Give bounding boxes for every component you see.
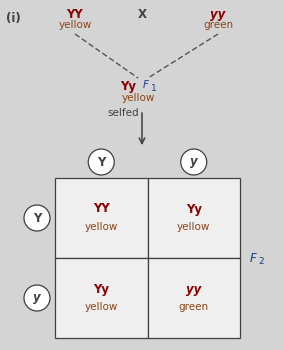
Text: Yy: Yy [186, 203, 202, 216]
Text: yellow: yellow [85, 222, 118, 232]
Text: 1: 1 [151, 84, 157, 93]
Text: 2: 2 [258, 258, 264, 266]
Text: Yy: Yy [93, 282, 109, 295]
Text: yellow: yellow [121, 93, 155, 103]
Text: yellow: yellow [85, 302, 118, 312]
Text: (i): (i) [6, 12, 21, 25]
Bar [147, 178, 240, 258]
Text: yellow: yellow [177, 222, 210, 232]
Text: y: y [190, 155, 198, 168]
Ellipse shape [88, 149, 114, 175]
Text: yy: yy [186, 282, 201, 295]
Text: Y: Y [33, 211, 41, 224]
Text: F: F [250, 252, 257, 265]
Bar [55, 178, 147, 258]
Ellipse shape [24, 285, 50, 311]
Text: selfed: selfed [107, 108, 139, 118]
Text: yellow: yellow [58, 20, 92, 30]
Text: yy: yy [210, 8, 225, 21]
Bar [55, 258, 147, 338]
Text: YY: YY [93, 203, 110, 216]
Text: green: green [203, 20, 233, 30]
Ellipse shape [181, 149, 207, 175]
Text: F: F [143, 80, 149, 90]
Ellipse shape [24, 205, 50, 231]
Bar [147, 258, 240, 338]
Text: X: X [137, 8, 147, 21]
Text: Y: Y [97, 155, 105, 168]
Text: Yy: Yy [120, 80, 136, 93]
Text: y: y [33, 292, 41, 304]
Text: YY: YY [67, 8, 83, 21]
Text: green: green [179, 302, 209, 312]
